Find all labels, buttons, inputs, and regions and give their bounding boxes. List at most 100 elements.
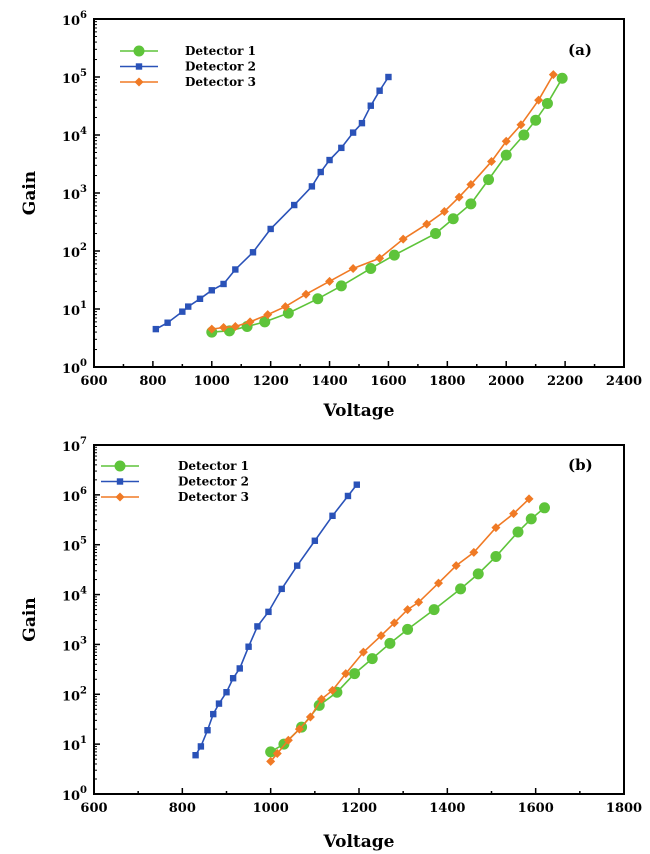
data-point (293, 562, 301, 569)
data-point (197, 743, 205, 750)
data-point (501, 136, 511, 146)
data-point (207, 324, 217, 334)
data-point (208, 287, 215, 294)
data-point (344, 492, 352, 500)
x-tick-label: 2400 (606, 374, 642, 389)
y-tick-label: 106 (62, 10, 87, 29)
x-tick-label: 1600 (370, 374, 406, 389)
series-line (194, 484, 358, 756)
series-detector-2 (152, 73, 392, 333)
data-point (179, 308, 186, 315)
data-point (325, 276, 335, 286)
data-point (236, 665, 243, 672)
data-point (291, 201, 298, 209)
data-point (541, 97, 553, 109)
data-point (308, 183, 316, 190)
data-point (439, 206, 449, 216)
x-tick-label: 2200 (547, 374, 583, 389)
x-tick-label: 1200 (341, 801, 377, 816)
data-point (385, 73, 392, 81)
data-point (335, 280, 347, 292)
panel-label: (a) (568, 41, 592, 59)
data-point (245, 317, 255, 327)
data-point (245, 643, 252, 650)
x-tick-label: 1400 (429, 801, 465, 816)
y-tick-label: 104 (62, 586, 87, 605)
legend-label: Detector 3 (178, 490, 249, 504)
data-point (483, 174, 495, 186)
y-tick-label: 107 (62, 436, 87, 455)
data-point (349, 668, 361, 680)
series-detector-1 (206, 72, 568, 338)
data-point (348, 263, 358, 273)
series-line (270, 498, 530, 762)
data-point (280, 302, 290, 312)
data-point (283, 735, 293, 745)
data-point (312, 293, 324, 305)
legend-label: Detector 1 (178, 459, 249, 473)
data-point (491, 523, 501, 533)
data-point (164, 319, 171, 326)
data-point (375, 253, 385, 263)
data-point (430, 228, 442, 240)
data-point (311, 537, 319, 544)
data-point (525, 513, 537, 525)
data-point (534, 95, 544, 105)
data-point (487, 156, 496, 166)
series-detector-2 (192, 481, 360, 759)
data-point (353, 481, 360, 488)
legend-label: Detector 3 (185, 75, 256, 89)
data-point (294, 724, 304, 734)
data-point (265, 608, 272, 616)
legend-marker (116, 478, 124, 485)
data-point (230, 321, 240, 331)
data-point (548, 70, 558, 80)
legend-marker (115, 492, 125, 502)
x-tick-label: 800 (169, 801, 196, 816)
y-tick-label: 100 (62, 358, 87, 377)
data-point (466, 180, 476, 190)
data-point (338, 144, 345, 152)
data-point (266, 756, 276, 766)
data-point (389, 618, 399, 628)
y-tick-label: 101 (62, 300, 87, 319)
data-point (196, 295, 204, 302)
data-point (223, 689, 230, 696)
data-point (341, 669, 351, 679)
data-point (265, 746, 277, 758)
x-tick-label: 1800 (606, 801, 642, 816)
legend-label: Detector 2 (185, 60, 256, 74)
data-point (219, 322, 229, 332)
x-tick-label: 1600 (518, 801, 554, 816)
x-tick-label: 1200 (253, 374, 289, 389)
data-point (388, 249, 400, 261)
data-point (278, 585, 285, 593)
data-point (384, 637, 396, 649)
data-point (509, 509, 519, 519)
data-point (451, 561, 461, 571)
x-axis-label: Voltage (323, 832, 395, 852)
data-point (524, 494, 534, 504)
series-line (155, 76, 390, 330)
data-point (428, 604, 440, 616)
data-point (249, 249, 257, 256)
data-point (263, 310, 273, 320)
legend-marker (133, 45, 145, 57)
data-point (204, 727, 211, 734)
data-point (365, 262, 377, 274)
data-point (232, 266, 239, 273)
data-point (469, 547, 479, 557)
data-point (272, 748, 282, 758)
data-point (434, 578, 443, 588)
data-point (376, 87, 383, 94)
data-point (465, 198, 477, 210)
data-point (402, 623, 414, 635)
data-point (349, 129, 357, 136)
x-tick-label: 2000 (488, 374, 524, 389)
data-point (472, 568, 484, 580)
data-point (358, 119, 366, 127)
data-point (512, 526, 524, 538)
x-tick-label: 600 (80, 801, 107, 816)
